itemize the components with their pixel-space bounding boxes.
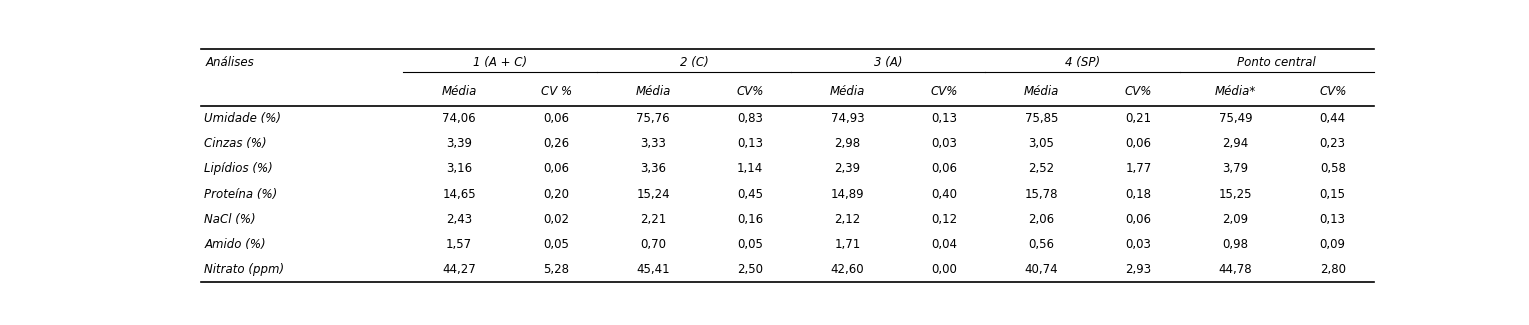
Text: 0,06: 0,06 [1125,137,1151,150]
Text: 3,16: 3,16 [446,162,472,176]
Text: 4 (SP): 4 (SP) [1064,56,1099,69]
Text: 2,52: 2,52 [1029,162,1055,176]
Text: 15,24: 15,24 [636,188,670,201]
Text: 44,78: 44,78 [1219,263,1252,276]
Text: Cinzas (%): Cinzas (%) [205,137,266,150]
Text: 42,60: 42,60 [830,263,864,276]
Text: 0,98: 0,98 [1223,238,1249,251]
Text: 0,44: 0,44 [1320,112,1346,125]
Text: 0,15: 0,15 [1320,188,1346,201]
Text: 0,06: 0,06 [931,162,957,176]
Text: 2,09: 2,09 [1223,213,1249,226]
Text: 0,13: 0,13 [1320,213,1346,226]
Text: 0,06: 0,06 [1125,213,1151,226]
Text: Proteína (%): Proteína (%) [205,188,277,201]
Text: 0,16: 0,16 [737,213,763,226]
Text: 2,93: 2,93 [1125,263,1151,276]
Text: Nitrato (ppm): Nitrato (ppm) [205,263,284,276]
Text: 0,40: 0,40 [931,188,957,201]
Text: 3,05: 3,05 [1029,137,1055,150]
Text: 1,57: 1,57 [446,238,472,251]
Text: 0,06: 0,06 [543,162,569,176]
Text: 2,43: 2,43 [446,213,472,226]
Text: 0,13: 0,13 [931,112,957,125]
Text: Média: Média [1024,85,1060,98]
Text: 14,89: 14,89 [830,188,864,201]
Text: 3,39: 3,39 [446,137,472,150]
Text: 0,45: 0,45 [737,188,763,201]
Text: 1,77: 1,77 [1125,162,1151,176]
Text: 3,36: 3,36 [641,162,667,176]
Text: CV%: CV% [931,85,959,98]
Text: Análises: Análises [205,56,254,69]
Text: 0,04: 0,04 [931,238,957,251]
Text: 75,85: 75,85 [1024,112,1058,125]
Text: 1,14: 1,14 [737,162,763,176]
Text: 45,41: 45,41 [636,263,670,276]
Text: 74,93: 74,93 [830,112,864,125]
Text: 2,50: 2,50 [737,263,763,276]
Text: 0,06: 0,06 [543,112,569,125]
Text: 40,74: 40,74 [1024,263,1058,276]
Text: 0,20: 0,20 [543,188,569,201]
Text: 0,83: 0,83 [737,112,763,125]
Text: 0,03: 0,03 [931,137,957,150]
Text: 2,06: 2,06 [1029,213,1055,226]
Text: 2,80: 2,80 [1320,263,1346,276]
Text: 15,25: 15,25 [1219,188,1252,201]
Text: Média: Média [830,85,865,98]
Text: 2,21: 2,21 [641,213,667,226]
Text: 74,06: 74,06 [442,112,476,125]
Text: Média*: Média* [1216,85,1257,98]
Text: Ponto central: Ponto central [1237,56,1316,69]
Text: 0,13: 0,13 [737,137,763,150]
Text: 2,12: 2,12 [835,213,861,226]
Text: 0,00: 0,00 [931,263,957,276]
Text: CV%: CV% [737,85,764,98]
Text: 44,27: 44,27 [442,263,476,276]
Text: 2,94: 2,94 [1223,137,1249,150]
Text: 0,05: 0,05 [737,238,763,251]
Text: 0,05: 0,05 [543,238,569,251]
Text: Lipídios (%): Lipídios (%) [205,162,272,176]
Text: 0,23: 0,23 [1320,137,1346,150]
Text: Média: Média [636,85,671,98]
Text: 1 (A + C): 1 (A + C) [472,56,528,69]
Text: Umidade (%): Umidade (%) [205,112,281,125]
Text: Média: Média [442,85,477,98]
Text: 3,79: 3,79 [1223,162,1249,176]
Text: 0,70: 0,70 [641,238,667,251]
Text: Amido (%): Amido (%) [205,238,266,251]
Text: 0,02: 0,02 [543,213,569,226]
Text: 75,76: 75,76 [636,112,670,125]
Text: 0,03: 0,03 [1125,238,1151,251]
Text: 2,98: 2,98 [835,137,861,150]
Text: CV %: CV % [541,85,572,98]
Text: CV%: CV% [1320,85,1347,98]
Text: 0,18: 0,18 [1125,188,1151,201]
Text: 3,33: 3,33 [641,137,667,150]
Text: 2,39: 2,39 [835,162,861,176]
Text: 0,58: 0,58 [1320,162,1346,176]
Text: 15,78: 15,78 [1024,188,1058,201]
Text: 75,49: 75,49 [1219,112,1252,125]
Text: 0,09: 0,09 [1320,238,1346,251]
Text: NaCl (%): NaCl (%) [205,213,255,226]
Text: 0,56: 0,56 [1029,238,1055,251]
Text: 2 (C): 2 (C) [680,56,708,69]
Text: 0,12: 0,12 [931,213,957,226]
Text: CV%: CV% [1125,85,1153,98]
Text: 0,26: 0,26 [543,137,569,150]
Text: 14,65: 14,65 [442,188,476,201]
Text: 0,21: 0,21 [1125,112,1151,125]
Text: 5,28: 5,28 [543,263,569,276]
Text: 1,71: 1,71 [835,238,861,251]
Text: 3 (A): 3 (A) [875,56,902,69]
